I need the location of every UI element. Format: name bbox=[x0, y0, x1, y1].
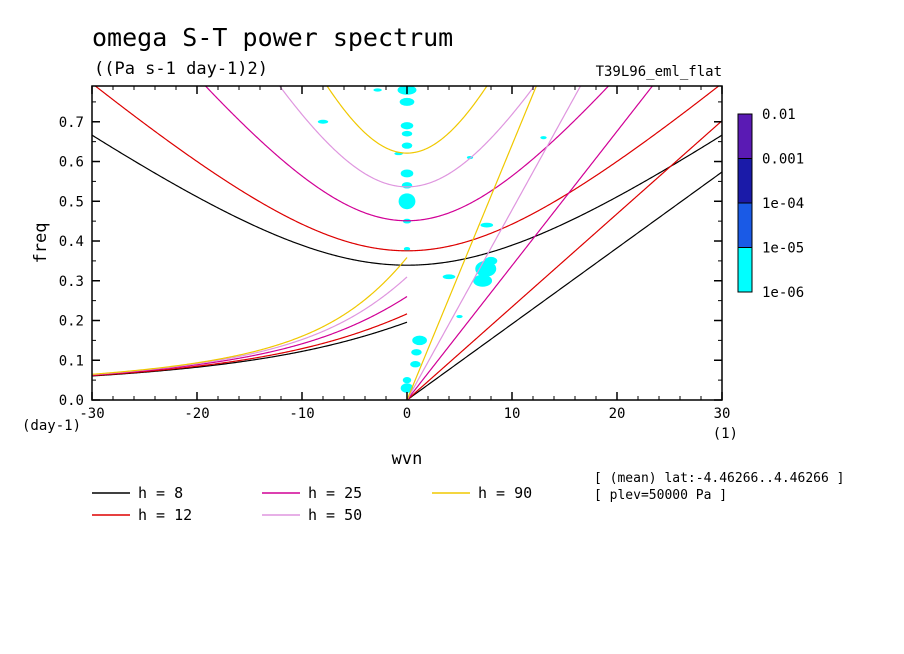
spectrum-blob-13 bbox=[484, 256, 498, 265]
y-tick-label: 0.6 bbox=[59, 155, 84, 171]
colorbar-label: 0.001 bbox=[762, 152, 804, 168]
legend-label-h12: h = 12 bbox=[138, 506, 192, 524]
y-tick-label: 0.1 bbox=[59, 353, 84, 369]
kelvin-curve-h25 bbox=[406, 86, 654, 400]
colorbar-label: 0.01 bbox=[762, 107, 796, 123]
spectrum-blob-6 bbox=[401, 182, 413, 189]
mrg-curve-h25 bbox=[92, 296, 408, 376]
mrg-curve-h12 bbox=[92, 313, 408, 377]
colorbar-label: 1e-06 bbox=[762, 285, 804, 301]
spectrum-blob-2 bbox=[400, 122, 414, 130]
spectrum-blob-22 bbox=[373, 88, 382, 92]
spectrum-blob-14 bbox=[480, 222, 494, 228]
curve-group-h25 bbox=[92, 86, 654, 400]
x-tick-label: 30 bbox=[714, 406, 731, 422]
spectrum-blob-12 bbox=[473, 274, 493, 287]
colorbar-label: 1e-05 bbox=[762, 241, 804, 257]
x-tick-label: 10 bbox=[504, 406, 521, 422]
ig-curve-h12 bbox=[94, 86, 720, 252]
run-label: T39L96_eml_flat bbox=[596, 64, 722, 80]
x-tick-label: 20 bbox=[609, 406, 626, 422]
spectrum-blob-16 bbox=[412, 335, 427, 346]
colorbar-segment bbox=[737, 158, 753, 204]
chart-units: ((Pa s-1 day-1)2) bbox=[94, 59, 268, 79]
y-tick-label: 0.7 bbox=[59, 115, 84, 131]
y-tick-label: 0.3 bbox=[59, 274, 84, 290]
colorbar-segment bbox=[737, 202, 753, 248]
spectrum-blob-4 bbox=[401, 142, 413, 149]
kelvin-curve-h8 bbox=[406, 171, 722, 400]
curve-group-h12 bbox=[92, 86, 722, 400]
ig-curve-h50 bbox=[278, 86, 536, 188]
chart-title: omega S-T power spectrum bbox=[92, 23, 453, 52]
info-lat: [ (mean) lat:-4.46266..4.46266 ] bbox=[594, 471, 844, 486]
curve-group-h90 bbox=[92, 86, 537, 400]
ig-curve-h90 bbox=[326, 86, 488, 154]
axis-ticks: -30 -20 -10 0 10 20 30 0.0 0.1 0.2 0.3 0.4 0.5 0.6 0.7 bbox=[59, 86, 731, 422]
colorbar-label: 1e-04 bbox=[762, 196, 804, 212]
x-axis-label: wvn bbox=[392, 449, 423, 469]
plot-area bbox=[92, 86, 722, 400]
spectrum-blob-18 bbox=[410, 361, 421, 368]
colorbar-segment bbox=[737, 113, 753, 159]
y-tick-label: 0.0 bbox=[59, 393, 84, 409]
info-plev: [ plev=50000 Pa ] bbox=[594, 488, 727, 503]
spectrum-shading bbox=[317, 86, 547, 393]
spectrum-blob-17 bbox=[411, 349, 422, 356]
spectrum-blob-1 bbox=[399, 97, 415, 106]
spectrum-blob-5 bbox=[400, 169, 414, 178]
legend: h = 8 h = 12 h = 25 h = 50 h = 90 bbox=[92, 484, 532, 524]
mrg-curve-h90 bbox=[92, 257, 408, 375]
ig-curve-h25 bbox=[204, 86, 610, 222]
colorbar: 0.01 0.001 1e-04 1e-05 1e-06 bbox=[737, 107, 804, 301]
spectrum-blob-20 bbox=[402, 376, 412, 384]
legend-label-h8: h = 8 bbox=[138, 484, 183, 502]
y-axis-unit: (day-1) bbox=[22, 418, 81, 434]
dispersion-curves bbox=[92, 86, 722, 400]
x-tick-label: -20 bbox=[184, 406, 209, 422]
spectrum-blob-24 bbox=[540, 136, 547, 140]
colorbar-segment bbox=[737, 247, 753, 293]
y-tick-label: 0.2 bbox=[59, 314, 84, 330]
x-tick-label: -10 bbox=[289, 406, 314, 422]
x-tick-label: -30 bbox=[79, 406, 104, 422]
y-tick-label: 0.5 bbox=[59, 194, 84, 210]
spectrum-blob-9 bbox=[403, 246, 411, 251]
kelvin-curve-h12 bbox=[406, 120, 722, 400]
legend-label-h90: h = 90 bbox=[478, 484, 532, 502]
legend-label-h50: h = 50 bbox=[308, 506, 362, 524]
x-axis-unit: (1) bbox=[713, 426, 738, 442]
y-tick-label: 0.4 bbox=[59, 234, 84, 250]
spectrum-blob-15 bbox=[442, 274, 456, 280]
spectrum-blob-7 bbox=[398, 193, 416, 210]
y-axis-label: freq bbox=[31, 223, 51, 264]
spectrum-blob-21 bbox=[317, 119, 329, 124]
spectrum-blob-19 bbox=[400, 383, 414, 393]
spectrum-blob-11 bbox=[475, 260, 497, 277]
ig-curve-h8 bbox=[92, 134, 722, 266]
legend-label-h25: h = 25 bbox=[308, 484, 362, 502]
kelvin-curve-h50 bbox=[406, 86, 582, 400]
kelvin-curve-h90 bbox=[406, 86, 537, 400]
spectrum-blob-25 bbox=[456, 314, 463, 319]
x-tick-label: 0 bbox=[403, 406, 411, 422]
spectrum-blob-3 bbox=[401, 130, 413, 137]
